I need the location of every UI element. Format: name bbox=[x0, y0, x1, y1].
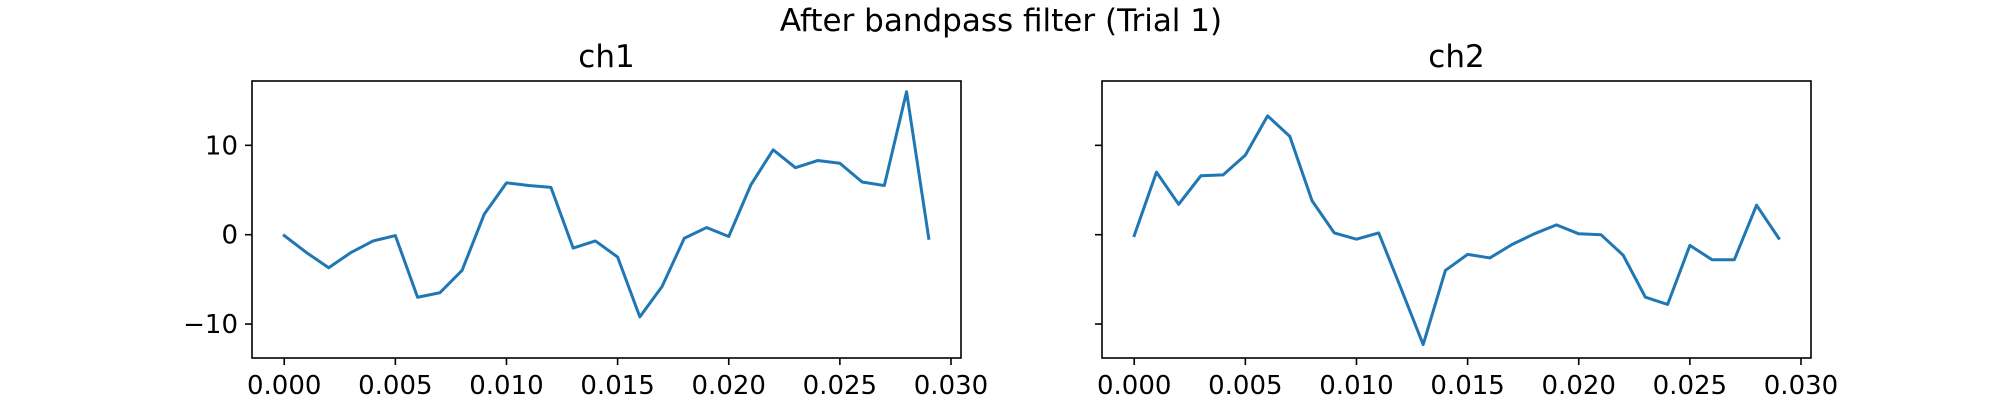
axes-frame bbox=[1101, 80, 1812, 359]
y-tick-label: 10 bbox=[205, 131, 238, 161]
subplot-title: ch1 bbox=[578, 39, 634, 75]
y-tick-label: 0 bbox=[221, 221, 238, 251]
x-tick-label: 0.000 bbox=[247, 371, 321, 400]
figure-title: After bandpass filter (Trial 1) bbox=[780, 3, 1222, 39]
x-tick-label: 0.030 bbox=[914, 371, 988, 400]
subplot-ch2: ch2 0.000 0.005 0.010 0.015 0.020 0.025 0.030 bbox=[1095, 39, 1838, 401]
x-tick-label: 0.020 bbox=[692, 371, 766, 400]
subplot-ch1: ch1 0.000 0.005 0.010 0.015 0.020 0.025 0.030 −1… bbox=[183, 39, 988, 401]
series-line bbox=[282, 90, 931, 319]
axes-frame bbox=[251, 80, 962, 359]
x-tick-label: 0.015 bbox=[580, 371, 654, 400]
x-tick-label: 0.025 bbox=[1653, 371, 1727, 400]
x-tick-label: 0.015 bbox=[1430, 371, 1504, 400]
series-line bbox=[1132, 114, 1781, 347]
x-tick-label: 0.025 bbox=[803, 371, 877, 400]
x-tick-label: 0.005 bbox=[358, 371, 432, 400]
x-tick-label: 0.020 bbox=[1542, 371, 1616, 400]
x-tick-label: 0.030 bbox=[1764, 371, 1838, 400]
x-tick-label: 0.010 bbox=[1319, 371, 1393, 400]
x-tick-label: 0.010 bbox=[469, 371, 543, 400]
x-tick-label: 0.000 bbox=[1097, 371, 1171, 400]
y-tick-label: −10 bbox=[183, 310, 238, 340]
subplot-title: ch2 bbox=[1428, 39, 1484, 75]
x-tick-label: 0.005 bbox=[1208, 371, 1282, 400]
